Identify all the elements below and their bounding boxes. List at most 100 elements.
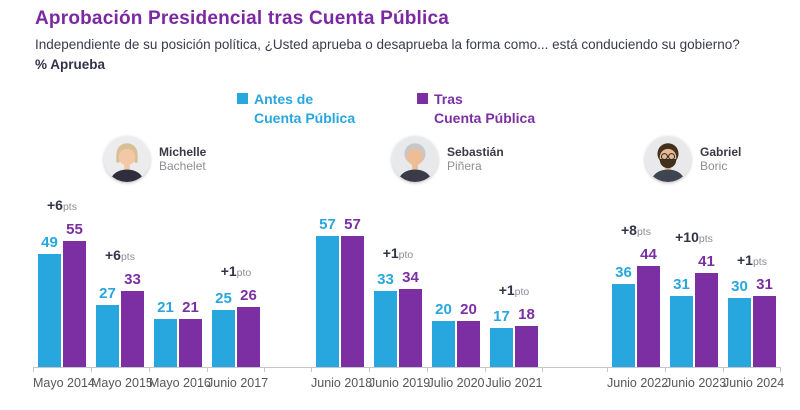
x-axis-line — [33, 367, 780, 368]
bar-tras — [753, 296, 776, 367]
bar-column-antes: 20 — [432, 302, 455, 367]
category-plot: +6pts 27 33 — [91, 185, 149, 367]
value-label-tras: 33 — [124, 271, 141, 288]
bar-tras — [179, 319, 202, 367]
bar-column-antes: 25 — [212, 291, 235, 367]
value-label-tras: 55 — [66, 221, 83, 238]
axis-tick — [542, 367, 543, 372]
delta-annotation: +1pts — [737, 253, 767, 269]
bar-tras — [121, 291, 144, 367]
axis-tick — [485, 367, 486, 372]
bar-column-tras: 57 — [341, 217, 364, 367]
legend-item-tras: Tras Cuenta Pública — [417, 90, 535, 128]
bar-pair: 30 31 — [728, 277, 776, 367]
bar-column-tras: 26 — [237, 288, 260, 367]
bar-column-tras: 44 — [637, 247, 660, 367]
bar-antes — [212, 310, 235, 367]
category-column: +6pts 49 55 Mayo 2014 — [33, 185, 95, 397]
category-column: +10pts 31 41 Junio 2023 — [665, 185, 727, 397]
survey-question: Independiente de su posición política, ¿… — [35, 37, 740, 52]
value-label-antes: 57 — [319, 216, 336, 233]
bar-antes — [670, 296, 693, 367]
legend-label-tras: Tras Cuenta Pública — [434, 91, 536, 126]
category-column: +1pto 17 18 Julio 2021 — [485, 185, 543, 397]
category-plot: +1pts 30 31 — [723, 185, 781, 367]
category-column: 57 57 Junio 2018 — [311, 185, 372, 397]
delta-value: +1 — [382, 245, 399, 261]
bar-pair: 20 20 — [432, 302, 480, 367]
delta-suffix: pts — [698, 233, 713, 245]
president-pinera: Sebastián Piñera — [392, 136, 504, 182]
president-last-name: Piñera — [447, 159, 482, 174]
bar-pair: 21 21 — [154, 300, 202, 367]
delta-annotation: +8pts — [621, 223, 651, 239]
axis-tick — [264, 367, 265, 372]
category-plot: +6pts 49 55 — [33, 185, 91, 367]
president-name: Sebastián Piñera — [447, 145, 504, 174]
president-bachelet: Michelle Bachelet — [104, 136, 206, 182]
bar-column-antes: 33 — [374, 272, 397, 367]
axis-tick — [665, 367, 666, 372]
bar-column-antes: 27 — [96, 286, 119, 367]
x-axis-label: Mayo 2014 — [33, 376, 95, 390]
bar-column-tras: 41 — [695, 254, 718, 367]
bar-column-tras: 34 — [399, 270, 422, 367]
bar-tras — [457, 321, 480, 367]
chart-groups: +6pts 49 55 Mayo 2014 +6pts 27 33 Mayo 2015 21 21… — [33, 185, 784, 397]
bar-tras — [341, 236, 364, 367]
value-label-antes: 25 — [215, 290, 232, 307]
bar-antes — [490, 328, 513, 367]
value-label-antes: 49 — [41, 234, 58, 251]
president-group-pinera: 57 57 Junio 2018 +1pto 33 34 Junio 2019 20 20 Jul… — [311, 185, 543, 397]
x-axis-label: Junio 2019 — [369, 376, 431, 390]
bar-column-tras: 33 — [121, 272, 144, 367]
bar-antes — [612, 284, 635, 367]
bar-antes — [432, 321, 455, 367]
president-boric: Gabriel Boric — [645, 136, 741, 182]
category-plot: +10pts 31 41 — [665, 185, 723, 367]
metric-label: % Aprueba — [35, 56, 106, 72]
value-label-tras: 34 — [402, 269, 419, 286]
bar-tras — [399, 289, 422, 367]
category-column: +8pts 36 44 Junio 2022 — [607, 185, 668, 397]
delta-value: +1 — [737, 252, 753, 268]
axis-tick — [723, 367, 724, 372]
bar-antes — [154, 319, 177, 367]
axis-tick — [91, 367, 92, 372]
value-label-antes: 21 — [157, 299, 174, 316]
axis-tick — [607, 367, 608, 372]
delta-value: +6 — [105, 247, 121, 263]
president-name: Michelle Bachelet — [159, 145, 206, 174]
bar-column-antes: 30 — [728, 279, 751, 367]
axis-tick — [311, 367, 312, 372]
delta-value: +1 — [498, 282, 515, 298]
bar-column-antes: 17 — [490, 309, 513, 367]
value-label-tras: 21 — [182, 299, 199, 316]
legend-swatch-antes-icon — [237, 93, 248, 104]
bar-antes — [374, 291, 397, 367]
delta-suffix: pts — [636, 226, 651, 238]
bar-antes — [96, 305, 119, 367]
category-plot: 57 57 — [311, 185, 369, 367]
bar-tras — [237, 307, 260, 367]
value-label-antes: 33 — [377, 271, 394, 288]
x-axis-label: Mayo 2016 — [149, 376, 211, 390]
bar-pair: 31 41 — [670, 254, 718, 367]
axis-tick — [427, 367, 428, 372]
president-last-name: Bachelet — [159, 159, 206, 174]
x-axis-label: Junio 2023 — [665, 376, 727, 390]
legend-swatch-tras-icon — [417, 93, 428, 104]
legend-label-antes: Antes de Cuenta Pública — [254, 91, 356, 126]
category-column: 20 20 Julio 2020 — [427, 185, 485, 397]
delta-value: +10 — [675, 229, 699, 245]
president-group-bachelet: +6pts 49 55 Mayo 2014 +6pts 27 33 Mayo 2015 21 21… — [33, 185, 268, 397]
president-first-name: Gabriel — [700, 145, 742, 159]
delta-annotation: +1pto — [499, 283, 530, 299]
delta-annotation: +1pto — [383, 246, 414, 262]
delta-suffix: pto — [236, 267, 252, 279]
delta-annotation: +6pts — [47, 198, 77, 214]
bar-antes — [728, 298, 751, 367]
delta-annotation: +1pto — [221, 264, 252, 280]
category-plot: +1pto 25 26 — [207, 185, 265, 367]
bar-column-antes: 57 — [316, 217, 339, 367]
